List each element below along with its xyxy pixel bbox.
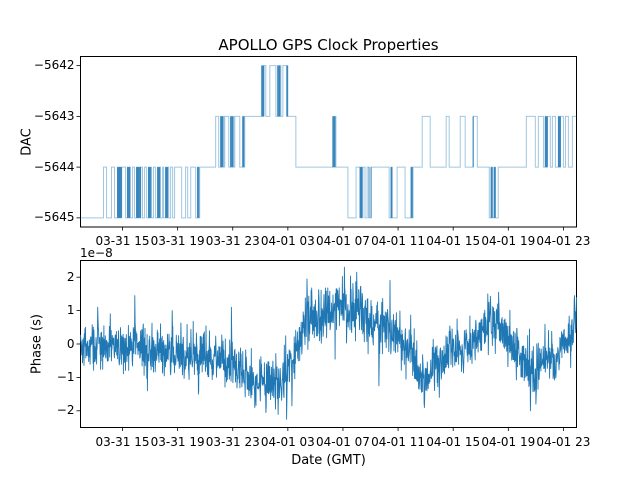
dac-x-tick-label: 04-01 23	[536, 234, 591, 248]
phase-x-tick-label: 04-01 07	[315, 435, 370, 449]
dac-x-tick-label: 03-31 15	[95, 234, 150, 248]
phase-x-tick-label: 03-31 19	[150, 435, 205, 449]
dac-svg	[76, 56, 577, 231]
phase-x-tick-label: 04-01 23	[536, 435, 591, 449]
phase-y-tick-label: −2	[56, 403, 75, 418]
phase-x-tick-label: 04-01 15	[426, 435, 481, 449]
phase-series-line	[80, 266, 577, 420]
dac-x-tick-label: 04-01 07	[315, 234, 370, 248]
phase-y-tick-label: −1	[56, 369, 75, 384]
dac-y-axis-label: DAC	[19, 128, 35, 156]
dac-y-tick-label: −5645	[33, 210, 75, 225]
dac-series-line	[80, 65, 577, 219]
dac-x-tick-label: 03-31 19	[150, 234, 205, 248]
phase-x-tick-label: 03-31 15	[95, 435, 150, 449]
dac-x-tick-label: 04-01 19	[481, 234, 536, 248]
dac-x-tick-label: 04-01 11	[371, 234, 426, 248]
dac-x-tick-label: 04-01 03	[260, 234, 315, 248]
dac-x-tick-label: 04-01 15	[426, 234, 481, 248]
dac-y-tick-label: −5642	[33, 58, 75, 73]
phase-offset-text: 1e−8	[80, 246, 113, 260]
dac-x-tick-label: 03-31 23	[205, 234, 260, 248]
phase-y-tick-label: 2	[66, 269, 75, 284]
dac-y-tick-label: −5643	[33, 108, 75, 123]
dac-y-tick-label: −5644	[33, 159, 75, 174]
phase-x-tick-label: 04-01 11	[371, 435, 426, 449]
phase-y-tick-label: 0	[66, 336, 75, 351]
dac-plot-area	[76, 56, 577, 231]
phase-x-tick-label: 04-01 19	[481, 435, 536, 449]
phase-x-tick-label: 04-01 03	[260, 435, 315, 449]
phase-svg	[76, 260, 577, 431]
phase-x-tick-label: 03-31 23	[205, 435, 260, 449]
chart-title: APOLLO GPS Clock Properties	[218, 36, 439, 54]
x-axis-label: Date (GMT)	[291, 453, 366, 468]
phase-y-tick-label: 1	[66, 303, 75, 318]
phase-plot-area	[76, 260, 577, 431]
